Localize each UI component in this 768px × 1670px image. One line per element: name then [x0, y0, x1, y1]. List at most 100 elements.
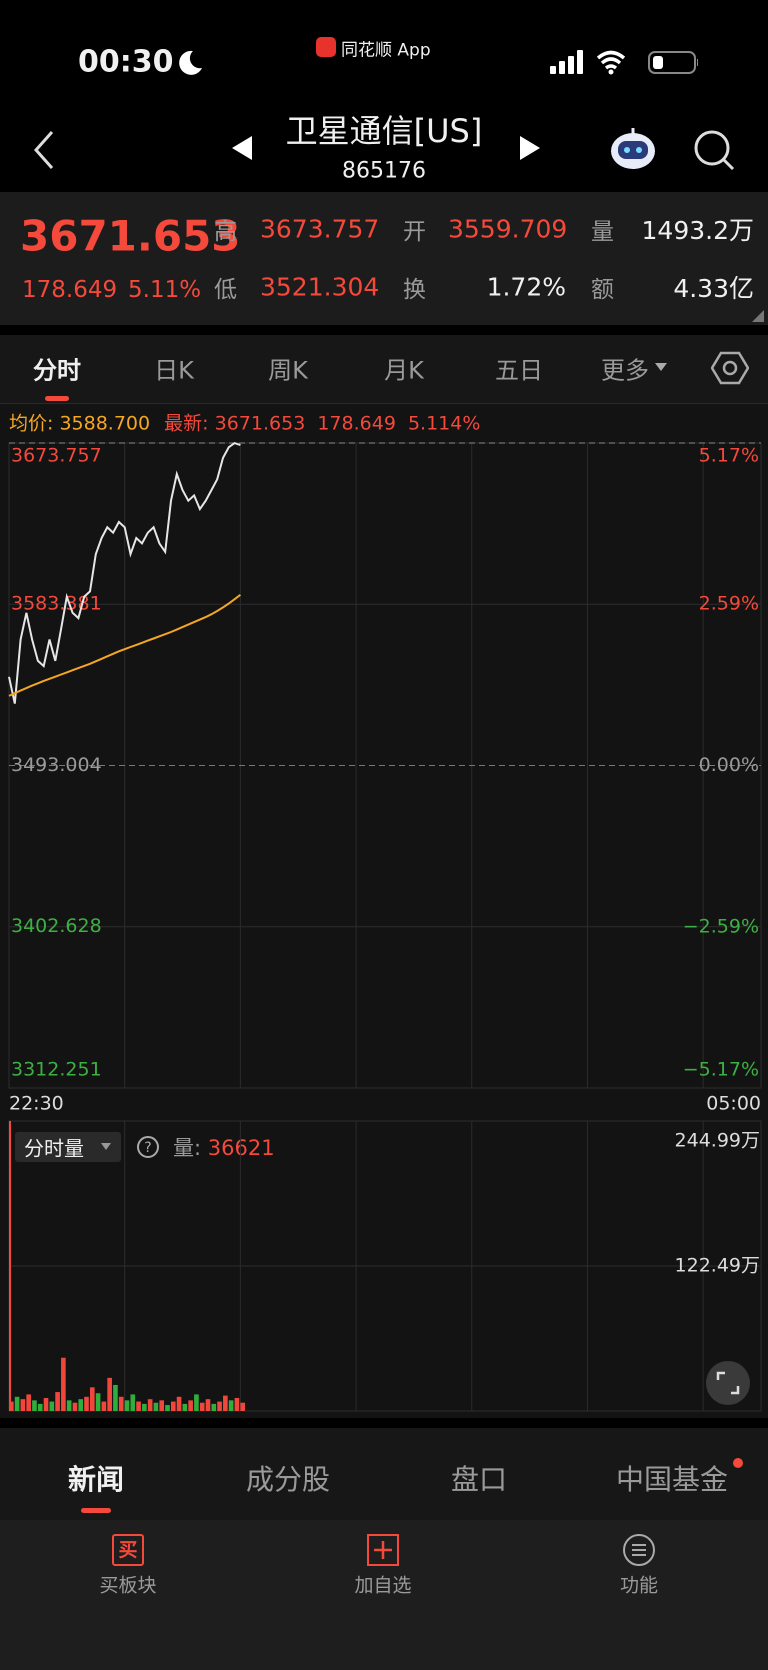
- volume-value: 36621: [207, 1136, 275, 1160]
- volume-bar: [188, 1400, 193, 1411]
- y-tick-label: 3493.004: [11, 754, 102, 776]
- code: 865176: [342, 158, 426, 184]
- y-tick-label: 3583.381: [11, 593, 102, 615]
- volume-bar: [170, 1401, 176, 1411]
- volume-bar: [228, 1400, 234, 1411]
- stat-value: 3559.709: [448, 214, 568, 244]
- y-tick-label: 3402.628: [11, 915, 102, 937]
- volume-bar: [89, 1387, 95, 1411]
- period-tab[interactable]: 月K: [384, 356, 424, 385]
- stat-value: 3521.304: [260, 272, 380, 302]
- help-icon[interactable]: ?: [136, 1135, 160, 1159]
- y-tick-label: 3673.757: [11, 445, 102, 467]
- volume-readout: 量: 36621: [173, 1132, 275, 1162]
- volume-bar: [66, 1400, 72, 1411]
- volume-bar: [20, 1399, 26, 1411]
- volume-bar: [72, 1402, 78, 1411]
- period-tab[interactable]: 更多: [601, 356, 649, 385]
- back-button[interactable]: [30, 128, 60, 172]
- period-tab[interactable]: 日K: [154, 356, 194, 385]
- y2-tick-label: −5.17%: [683, 1059, 759, 1081]
- volume-bar: [49, 1401, 55, 1411]
- stat-label: 低: [214, 277, 237, 303]
- volume-bar: [153, 1402, 159, 1411]
- toolbar-label[interactable]: 功能: [619, 1574, 659, 1597]
- app-icon: [316, 37, 336, 57]
- volume-bar: [78, 1399, 84, 1411]
- expand-button[interactable]: [706, 1361, 750, 1405]
- volume-bar: [26, 1394, 31, 1411]
- quote-panel: [0, 192, 768, 325]
- volume-bar: [194, 1394, 199, 1411]
- period-tab[interactable]: 周K: [268, 356, 308, 385]
- toolbar-icon: 买: [112, 1534, 144, 1566]
- stat-value: 1.72%: [486, 272, 566, 302]
- period-tab[interactable]: 五日: [495, 356, 543, 385]
- y-tick-label: 244.99万: [675, 1130, 760, 1152]
- dropdown-arrow: [655, 363, 667, 371]
- expand-icon: [716, 1371, 740, 1395]
- svg-text:?: ?: [144, 1140, 151, 1156]
- volume-bar: [124, 1400, 130, 1411]
- news-tab[interactable]: 新闻: [67, 1463, 125, 1496]
- volume-bar: [9, 1401, 14, 1411]
- period-tabs: [0, 335, 768, 404]
- search-button[interactable]: [692, 128, 736, 172]
- volume-bar: [32, 1400, 37, 1411]
- volume-bar: [217, 1401, 222, 1411]
- corner-mark: [752, 310, 764, 322]
- volume-bar: [118, 1396, 124, 1411]
- y2-tick-label: 2.59%: [699, 592, 759, 614]
- volume-label: 量:: [173, 1136, 202, 1160]
- latest-change-pct: 5.114%: [407, 412, 481, 435]
- stat-value: 1493.2万: [641, 216, 754, 245]
- news-tabs: [0, 1428, 768, 1520]
- volume-bar: [130, 1394, 136, 1411]
- divider: [0, 325, 768, 335]
- stat-label: 开: [403, 219, 426, 245]
- volume-bar: [182, 1403, 188, 1411]
- avg-value: 3588.700: [59, 412, 151, 435]
- settings-button[interactable]: [711, 350, 749, 386]
- volume-bar: [107, 1377, 112, 1411]
- y2-tick-label: 0.00%: [699, 754, 759, 776]
- period-tab[interactable]: 分时: [33, 356, 81, 385]
- toolbar-label[interactable]: 加自选: [354, 1574, 412, 1597]
- change-pct: 5.11%: [128, 277, 202, 303]
- avg-label: 均价:: [9, 412, 54, 435]
- latest-change: 178.649: [317, 412, 396, 435]
- y2-tick-label: −2.59%: [683, 916, 759, 938]
- stat-label: 量: [591, 219, 614, 245]
- app-name: 同花顺 App: [341, 40, 431, 61]
- news-tab[interactable]: 成分股: [245, 1463, 331, 1496]
- assistant-button[interactable]: [608, 126, 658, 172]
- volume-bar: [95, 1393, 101, 1411]
- volume-selector[interactable]: [15, 1132, 121, 1162]
- volume-bar: [234, 1397, 240, 1411]
- change: 178.649: [22, 277, 118, 303]
- volume-bar: [142, 1403, 147, 1411]
- dropdown-arrow: [101, 1143, 111, 1150]
- volume-bar: [223, 1395, 228, 1411]
- volume-bar: [61, 1357, 66, 1411]
- latest-value: 3671.653: [214, 412, 306, 435]
- news-tab[interactable]: 盘口: [450, 1463, 508, 1496]
- next-button[interactable]: [518, 134, 542, 162]
- volume-bar: [43, 1397, 49, 1411]
- volume-bar: [14, 1396, 20, 1411]
- divider: [0, 1418, 768, 1428]
- news-tab[interactable]: 中国基金: [615, 1463, 729, 1496]
- tab-indicator: [81, 1508, 111, 1513]
- toolbar-icon: [623, 1534, 655, 1566]
- stat-label: 换: [403, 277, 426, 303]
- prev-button[interactable]: [230, 134, 254, 162]
- y-tick-label: 122.49万: [675, 1255, 760, 1277]
- toolbar-icon: [367, 1534, 399, 1566]
- volume-bar: [240, 1402, 246, 1411]
- toolbar-label[interactable]: 买板块: [99, 1574, 157, 1597]
- volume-bar: [136, 1401, 141, 1411]
- x-tick-label: 05:00: [706, 1093, 761, 1115]
- status-icons: [550, 50, 698, 75]
